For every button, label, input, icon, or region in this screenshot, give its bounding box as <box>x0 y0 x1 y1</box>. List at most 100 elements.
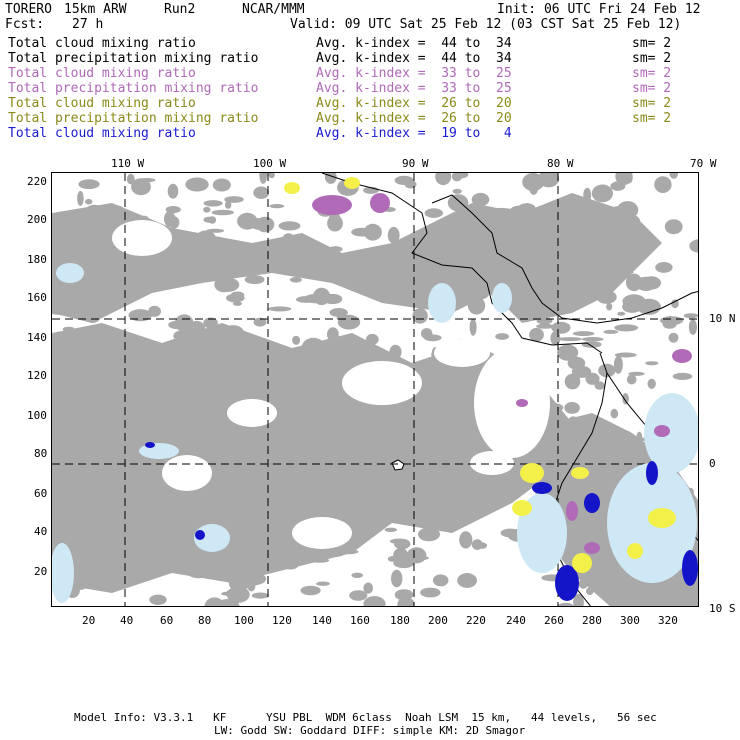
cloud-cell <box>424 208 443 218</box>
cloud-cell <box>603 329 619 334</box>
cloud-cell <box>251 592 269 599</box>
clear-patch <box>227 399 277 427</box>
cloud-region <box>52 193 662 323</box>
cloud-cell <box>626 374 637 385</box>
cloud-cell <box>237 212 258 230</box>
cloud-cell <box>300 585 321 596</box>
cloud-cell <box>573 593 584 606</box>
lon-label-70w: 70 W <box>690 157 717 170</box>
cloud-cell <box>203 206 211 213</box>
cloud-cell <box>610 181 626 191</box>
lon-label-80w: 80 W <box>547 157 574 170</box>
cloud-cell <box>224 196 244 203</box>
grid-label-x: 60 <box>160 614 174 627</box>
cloud-cell <box>622 300 643 313</box>
cloud-cell <box>688 319 698 335</box>
legend-sm: sm= 2 <box>632 111 672 126</box>
cloud-cell <box>538 173 560 188</box>
cloud-cell <box>551 321 571 334</box>
cloud-cell <box>412 308 428 324</box>
cloud-cell <box>233 579 254 589</box>
cloud-cell <box>558 602 574 606</box>
cloud-cell <box>244 275 265 285</box>
cloud-cell <box>289 277 302 283</box>
grid-label-x: 140 <box>312 614 332 627</box>
model-name: TORERO <box>5 2 52 17</box>
cloud-cell <box>617 311 626 316</box>
precip-yellow <box>627 543 643 559</box>
cloud-cell <box>564 373 581 390</box>
cloud-cell <box>536 323 554 329</box>
legend-kindex: Avg. k-index = 26 to 20 <box>316 111 512 126</box>
coastline <box>321 173 603 354</box>
cloud-cell <box>654 176 672 193</box>
cloud-cell <box>394 175 414 185</box>
cloud-cell <box>529 182 539 195</box>
cloud-cell <box>606 302 613 311</box>
grid-label-x: 200 <box>428 614 448 627</box>
cloud-cell <box>585 372 600 385</box>
legend-field: Total precipitation mixing ratio <box>8 111 259 126</box>
cloud-cell <box>668 332 679 343</box>
island <box>391 459 405 471</box>
cloud-cell <box>397 597 415 606</box>
cloud-cell <box>642 276 661 290</box>
legend-kindex: Avg. k-index = 44 to 34 <box>316 36 512 51</box>
legend-sm: sm= 2 <box>632 96 672 111</box>
cloud-cell <box>418 527 440 542</box>
cloud-cell <box>469 318 477 336</box>
clear-patch <box>474 348 550 458</box>
cloud-cell <box>304 294 326 304</box>
cloud-cell <box>625 273 643 292</box>
cloud-cell <box>622 393 629 405</box>
cloud-cell <box>349 590 368 601</box>
cloud-cell <box>259 173 268 184</box>
cloud-cell <box>329 212 341 223</box>
cloud-cell <box>185 177 209 192</box>
precip-purple <box>654 425 670 437</box>
cloud-cell <box>581 337 604 342</box>
cloud-cell <box>256 216 275 233</box>
cloud-cell <box>664 219 683 235</box>
precip-yellow <box>572 553 592 573</box>
footer-model-info: Model Info: V3.3.1 KF YSU PBL WDM 6class… <box>74 711 657 724</box>
cloud-cell <box>384 527 397 532</box>
lon-label-100w: 100 W <box>253 157 287 170</box>
clear-patch <box>112 220 172 256</box>
clear-patch <box>292 517 352 549</box>
cloud-cell <box>645 361 659 366</box>
grid-label-y: 80 <box>34 447 48 460</box>
cloud-cell <box>225 200 232 209</box>
cloud-cell <box>214 276 234 293</box>
cloud-cell <box>269 204 285 209</box>
grid-label-y: 200 <box>27 213 47 226</box>
precip-light-blue <box>428 283 456 323</box>
model-org: NCAR/MMM <box>242 2 305 17</box>
precip-light-blue <box>139 443 179 459</box>
grid-label-x: 300 <box>620 614 640 627</box>
precip-dark-blue <box>646 461 658 485</box>
cloud-cell <box>581 341 602 348</box>
precip-dark-blue <box>555 565 579 601</box>
legend-sm: sm= 2 <box>632 81 672 96</box>
grid-label-x: 220 <box>466 614 486 627</box>
legend-kindex: Avg. k-index = 19 to 4 <box>316 126 512 141</box>
precip-yellow <box>520 463 544 483</box>
legend-field: Total precipitation mixing ratio <box>8 51 259 66</box>
precip-dark-blue <box>532 482 552 494</box>
legend-field: Total cloud mixing ratio <box>8 96 196 111</box>
cloud-cell <box>363 596 386 606</box>
precip-purple <box>566 501 578 521</box>
precip-light-blue <box>52 543 74 603</box>
coastline <box>431 194 698 324</box>
cloud-cell <box>268 173 275 179</box>
grid-label-x: 180 <box>390 614 410 627</box>
cloud-cell <box>394 538 411 550</box>
legend-kindex: Avg. k-index = 44 to 34 <box>316 51 512 66</box>
precip-purple <box>516 399 528 407</box>
lat-label-10s: 10 S <box>709 602 736 615</box>
cloud-cell <box>557 344 579 361</box>
cloud-cell <box>212 178 231 192</box>
forecast-label: Fcst: <box>5 17 45 32</box>
cloud-cell <box>432 574 449 587</box>
